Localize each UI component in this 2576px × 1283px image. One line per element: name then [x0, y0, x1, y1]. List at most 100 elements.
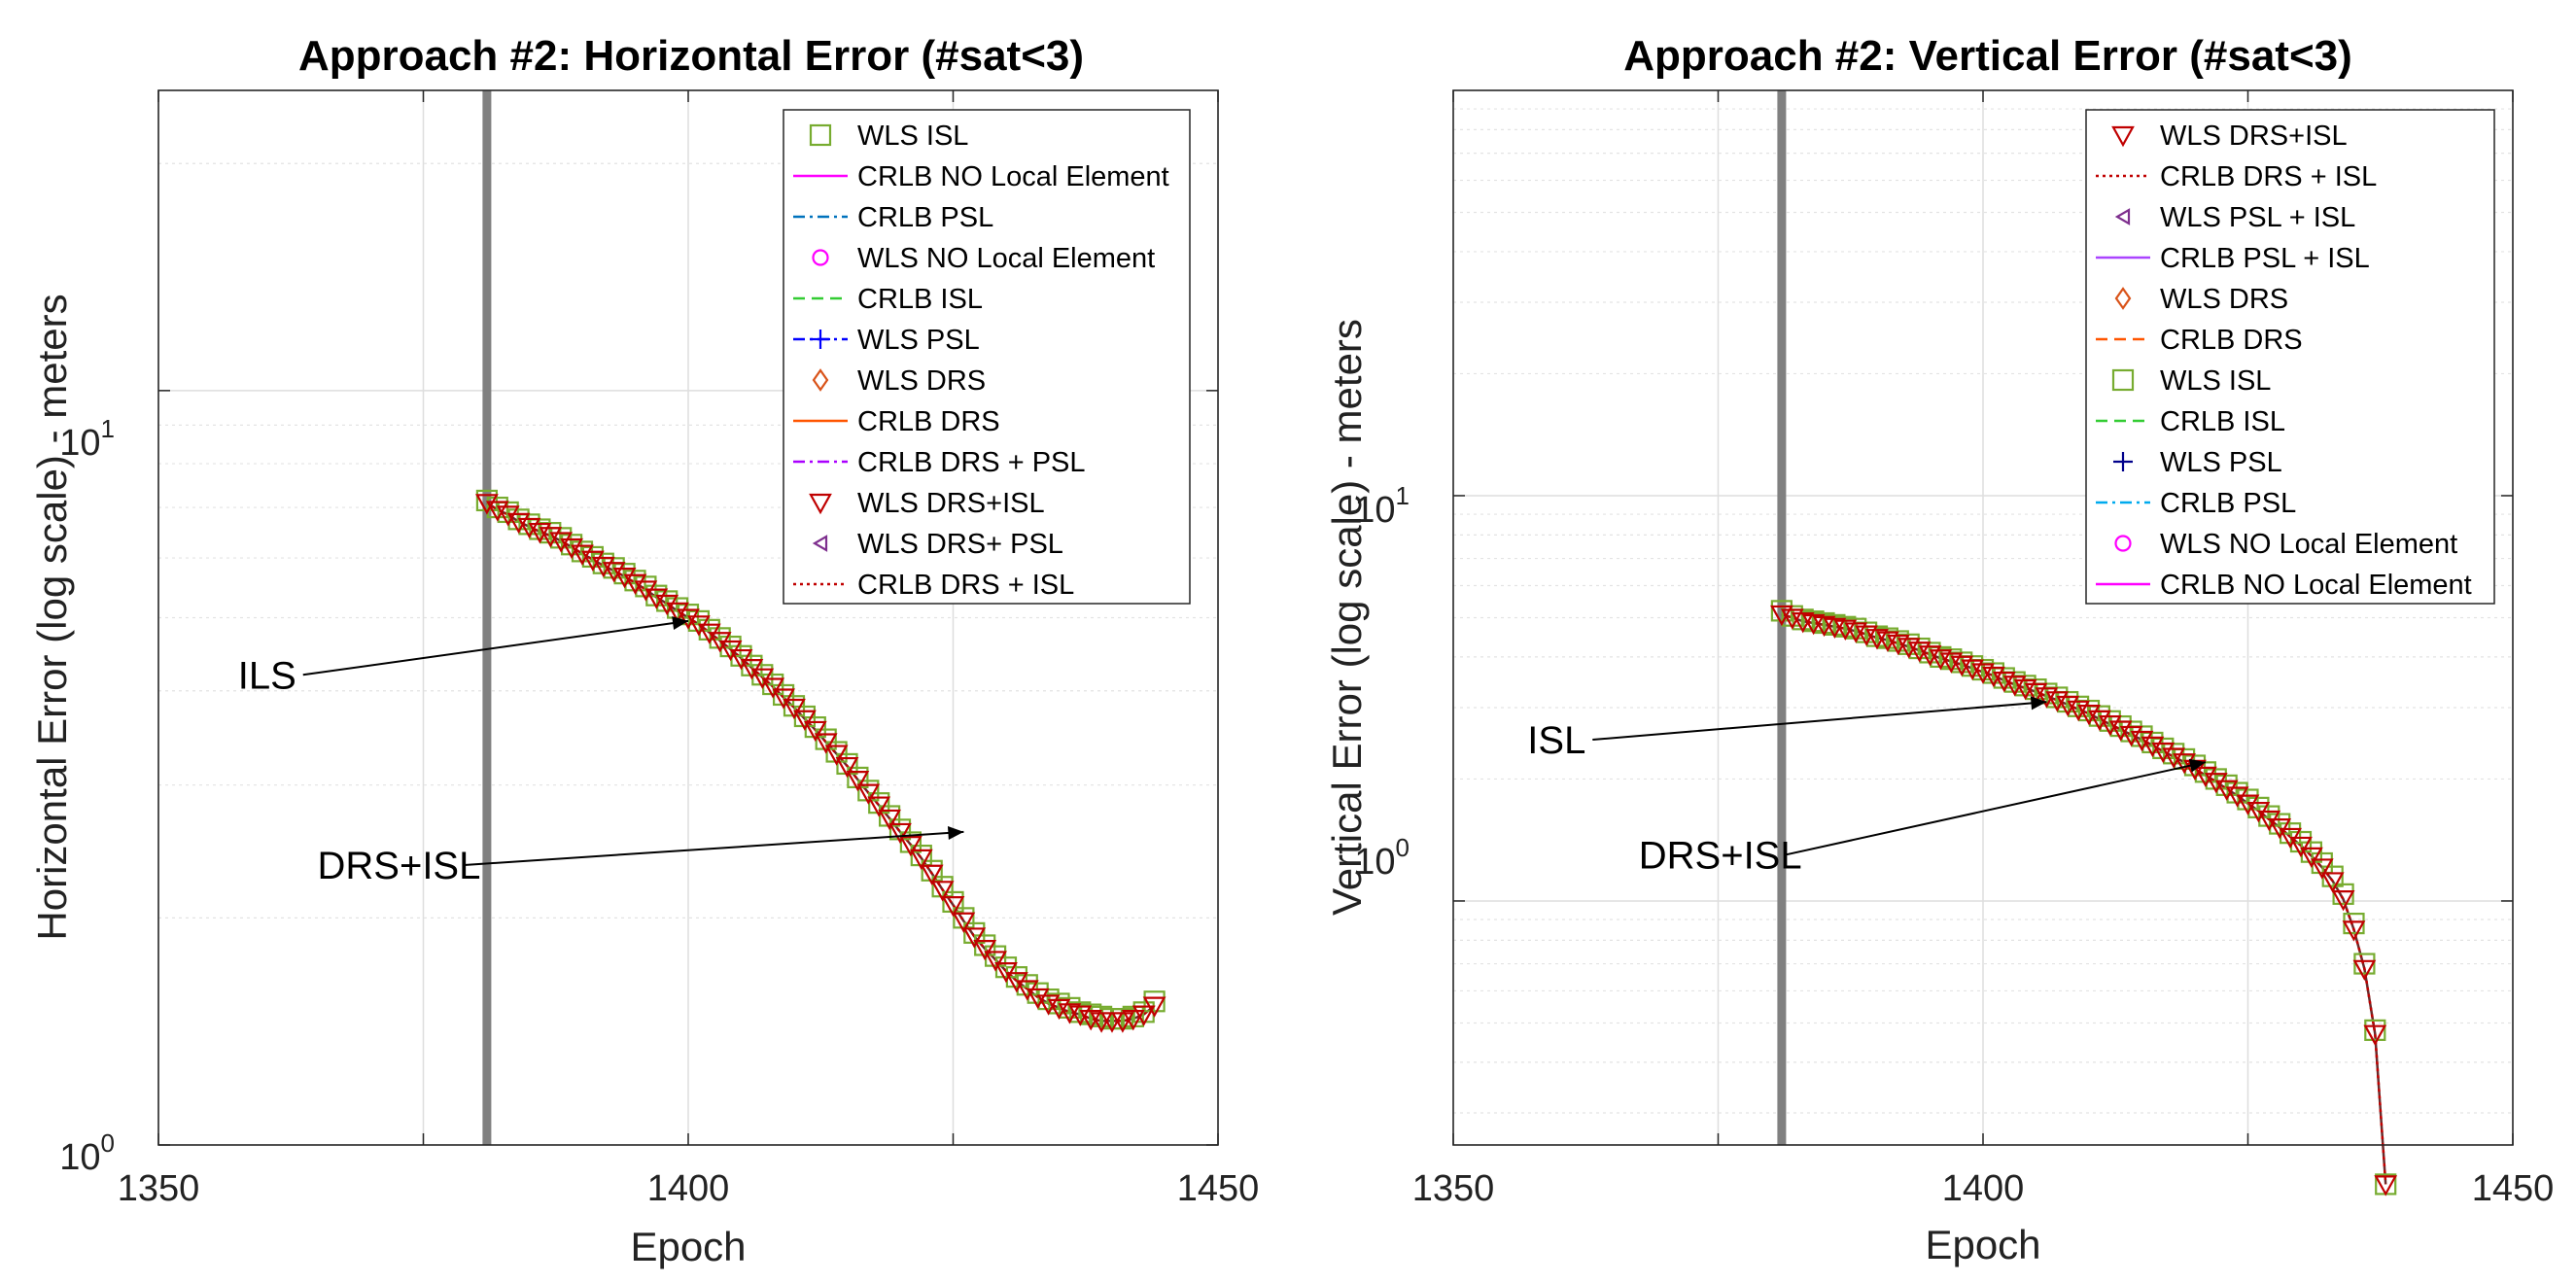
wls-drs-isl-marker: [2374, 1175, 2398, 1196]
y-tick-exponent: 0: [1396, 833, 1410, 862]
legend-entry: WLS NO Local Element: [812, 243, 1155, 274]
wls-drs-isl-marker: [856, 783, 881, 805]
wls-drs-isl-marker: [2151, 742, 2176, 764]
wls-drs-isl-marker: [549, 532, 574, 553]
legend-label: CRLB DRS: [2160, 325, 2303, 356]
wls-isl-marker: [2364, 1019, 2386, 1041]
y-tick-label: 101: [59, 414, 115, 464]
wls-drs-isl-marker: [591, 556, 615, 578]
annotation-ils: ILS: [238, 654, 296, 697]
legend-entry: WLS PSL: [2113, 447, 2282, 478]
wls-drs-isl-marker: [2173, 753, 2196, 775]
wls-drs-isl-marker: [888, 822, 912, 845]
legend-entries: WLS ISL CRLB NO Local Element CRLB PSL WLS …: [793, 121, 1169, 601]
legend-entry: WLS PSL: [793, 325, 980, 356]
y-tick-exponent: 0: [101, 1128, 115, 1158]
y-tick-label: 100: [59, 1128, 115, 1178]
wls-drs-isl-marker: [2300, 847, 2323, 869]
wls-drs-isl-marker: [2056, 695, 2080, 717]
wls-drs-isl-marker: [2194, 766, 2217, 788]
annotation-isl: ISL: [1527, 719, 1585, 762]
legend-label: CRLB DRS + PSL: [857, 447, 1086, 478]
wls-drs-isl-marker: [1026, 988, 1050, 1010]
legend-label: WLS DRS+ISL: [857, 488, 1045, 519]
annotation-arrow-line: [464, 830, 964, 866]
wls-drs-isl-marker: [2331, 890, 2355, 912]
legend-label: CRLB NO Local Element: [2160, 570, 2472, 601]
legend-entry: CRLB DRS + ISL: [793, 570, 1074, 601]
legend-label: CRLB ISL: [857, 284, 983, 315]
legend-marker-swatch: [812, 368, 829, 392]
horizontal-error-chart: Approach #2: Horizontal Error (#sat<3) 1…: [29, 32, 1259, 1269]
wls-drs-isl-marker: [506, 512, 531, 535]
legend-label: WLS NO Local Element: [2160, 529, 2457, 560]
legend-marker-swatch: [2113, 452, 2133, 471]
legend-label: WLS DRS: [2160, 284, 2288, 315]
wls-drs-isl-marker: [1121, 1010, 1145, 1031]
wls-drs-isl-marker: [623, 573, 647, 595]
wls-drs-isl-marker: [846, 771, 870, 792]
wls-drs-isl-marker: [2024, 682, 2048, 705]
legend-label: WLS NO Local Element: [857, 243, 1155, 274]
wls-drs-isl-marker: [496, 505, 520, 527]
wls-drs-isl-marker: [2289, 836, 2313, 858]
x-tick-label: 1450: [1177, 1168, 1260, 1209]
x-axis-label: Epoch: [1925, 1222, 2040, 1267]
wls-drs-isl-marker: [1897, 638, 1921, 659]
legend-entry: WLS DRS: [812, 365, 986, 397]
legend-entry: CRLB ISL: [793, 284, 983, 315]
legend-entry: WLS DRS+ PSL: [812, 529, 1063, 560]
x-axis-label: Epoch: [630, 1224, 746, 1269]
vertical-error-chart: Approach #2: Vertical Error (#sat<3) 135…: [1324, 32, 2554, 1267]
wls-drs-isl-marker: [602, 562, 626, 583]
legend-marker-swatch: [2111, 368, 2135, 392]
legend-marker-swatch: [2114, 535, 2132, 552]
wls-drs-isl-marker: [2141, 736, 2165, 758]
legend-label: CRLB PSL: [857, 202, 993, 233]
wls-drs-isl-marker: [528, 522, 552, 544]
wls-drs-isl-marker: [1111, 1012, 1134, 1033]
annotation-arrow-head: [2030, 696, 2047, 711]
y-axis-label: Horizontal Error (log scale) - meters: [29, 294, 75, 940]
legend-label: CRLB NO Local Element: [857, 161, 1169, 192]
x-tick-label: 1350: [118, 1168, 200, 1209]
wls-drs-isl-marker: [1047, 998, 1071, 1021]
wls-drs-isl-marker: [930, 881, 955, 902]
series-layer: [1770, 600, 2398, 1196]
chart-title: Approach #2: Horizontal Error (#sat<3): [298, 32, 1084, 80]
legend-entry: WLS NO Local Element: [2114, 529, 2457, 560]
wls-drs-isl-marker: [2162, 747, 2186, 769]
wls-drs-isl-marker: [984, 951, 1007, 972]
legend-label: WLS DRS+ PSL: [857, 529, 1063, 560]
annotation-arrow-head: [2188, 758, 2206, 773]
y-tick-base: 10: [1354, 842, 1395, 883]
wls-drs-isl-marker: [2098, 714, 2122, 737]
wls-drs-isl-marker: [2363, 1024, 2387, 1046]
wls-drs-isl-marker: [2119, 725, 2143, 747]
wls-drs-isl-marker: [644, 588, 669, 609]
legend-label: CRLB DRS + ISL: [857, 570, 1074, 601]
wls-drs-isl-marker: [962, 927, 987, 949]
annotation-arrow-line: [1592, 701, 2047, 742]
wls-drs-isl-marker: [899, 836, 922, 857]
wls-drs-isl-marker: [835, 756, 859, 779]
legend-marker-swatch: [2111, 125, 2135, 148]
legend-marker-swatch: [812, 249, 829, 266]
legend-label: CRLB ISL: [2160, 406, 2285, 437]
annotation-arrow-line: [302, 619, 689, 676]
wls-drs-isl-marker: [2342, 920, 2366, 942]
legend-entries: WLS DRS+ISL CRLB DRS + ISL WLS PSL + ISL CR…: [2096, 121, 2472, 601]
legend: WLS DRS+ISL CRLB DRS + ISL WLS PSL + ISL CR…: [2085, 109, 2495, 605]
wls-drs-isl-marker: [920, 864, 944, 885]
wls-drs-isl-marker: [867, 796, 891, 817]
legend: WLS ISL CRLB NO Local Element CRLB PSL WLS …: [783, 109, 1191, 605]
annotation-drs-isl: DRS+ISL: [1639, 834, 1802, 877]
annotations: ISL DRS+ISL: [1527, 696, 2207, 877]
legend-entry: CRLB NO Local Element: [2096, 570, 2472, 601]
wls-drs-isl-marker: [793, 710, 817, 732]
legend-box: [783, 109, 1191, 605]
annotation-arrow-line: [1785, 761, 2207, 856]
legend-marker-swatch: [809, 123, 832, 147]
wls-drs-isl-marker: [2067, 700, 2090, 722]
